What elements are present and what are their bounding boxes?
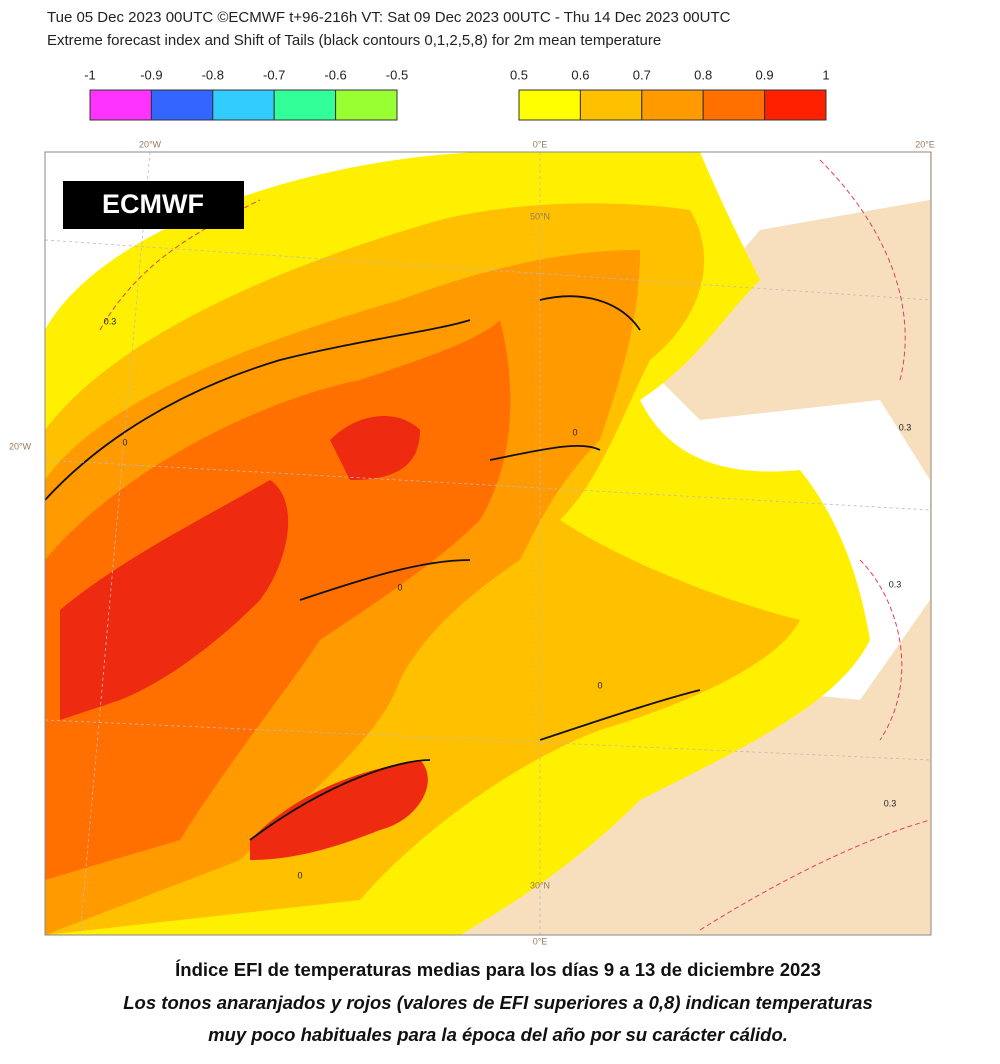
legend-swatch <box>518 89 581 121</box>
graticule-label: 50°N <box>530 211 550 221</box>
header-line-1: Tue 05 Dec 2023 00UTC ©ECMWF t+96-216h V… <box>47 9 731 26</box>
legend-swatch <box>212 89 275 121</box>
legend-swatch <box>150 89 214 121</box>
header-line-2: Extreme forecast index and Shift of Tail… <box>47 32 661 49</box>
logo-box <box>63 181 244 229</box>
map: ECMWF 20°W 0°E 20°E50°N20°W30°N0°E 0.30000… <box>9 139 935 946</box>
efi-0.9-1 <box>330 416 420 480</box>
sot-contour <box>45 295 701 841</box>
caption-text: Los tonos anaranjados y rojos (valores d… <box>123 992 873 1013</box>
legend-label: 0.9 <box>756 67 774 82</box>
contour-label: 0 <box>597 680 602 690</box>
graticule-label: 30°N <box>530 880 550 890</box>
legend-label: 1 <box>822 67 829 82</box>
efi-0.9-1 <box>250 760 428 860</box>
contour-label: 0.3 <box>899 422 912 432</box>
contour-label: 0.3 <box>884 798 897 808</box>
legend-label: -0.7 <box>263 67 285 82</box>
graticule-label: 20°W <box>9 441 32 451</box>
legend-label: 0.8 <box>694 67 712 82</box>
legend-swatch <box>335 89 398 121</box>
caption-text: muy poco habituales para la época del añ… <box>208 1024 788 1045</box>
graticule-labels: 20°W 0°E 20°E 50°N 20°W 30°N 0°E <box>9 139 935 946</box>
legend-swatch <box>764 89 827 121</box>
legend-label: 0.7 <box>633 67 651 82</box>
legend-label: -0.8 <box>202 67 224 82</box>
legend-label: -1 <box>84 67 96 82</box>
contour-label: 0 <box>397 582 402 592</box>
legend-label: -0.9 <box>140 67 162 82</box>
sot-dashed-contour <box>99 159 931 931</box>
graticule-label: 0°E <box>533 139 548 149</box>
legend-swatch <box>641 89 704 121</box>
graticule-label: 0°E <box>533 936 548 946</box>
graticule-label: 20°W <box>139 139 162 149</box>
efi-0.9-1 <box>60 480 289 720</box>
contour-label: 0.3 <box>104 316 117 326</box>
contour-label: 0.3 <box>889 579 902 589</box>
map-frame <box>44 151 932 936</box>
caption-title: Índice EFI de temperaturas medias para l… <box>175 959 821 980</box>
legend-swatch <box>89 89 152 121</box>
legend-label: -0.6 <box>324 67 346 82</box>
graticule-label: 20°E <box>915 139 935 149</box>
legend-label: -0.5 <box>386 67 408 82</box>
contour-label: 0 <box>297 870 302 880</box>
contour-label: 0 <box>122 437 127 447</box>
contour-label: 0 <box>572 427 577 437</box>
legend-label: 0.6 <box>571 67 589 82</box>
color-legend: -1 -0.9 -0.8 -0.7 -0.6 -0.5 0.5 0.6 0.7 0.8 0.9 1 <box>84 67 830 121</box>
legend-swatch <box>579 89 643 121</box>
legend-swatch <box>273 89 337 121</box>
logo: ECMWF <box>102 189 204 219</box>
legend-swatch <box>702 89 766 121</box>
contour-labels: 0.3 0 0 0 0.3 0.3 0 0 0.3 <box>104 316 912 880</box>
legend-label: 0.5 <box>510 67 528 82</box>
